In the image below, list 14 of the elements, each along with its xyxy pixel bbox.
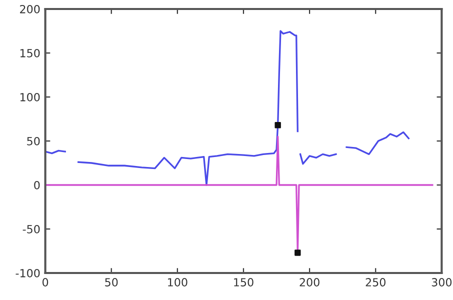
y-tick-label: 0 [34, 180, 40, 190]
x-tick-label: 100 [168, 278, 188, 286]
y-tick-label: 100 [20, 92, 40, 102]
x-tick-label: 200 [300, 278, 320, 286]
x-tick-label: 0 [42, 278, 48, 286]
x-tick-label: 50 [105, 278, 118, 286]
x-tick-label: 250 [366, 278, 386, 286]
y-tick-label: -100 [16, 268, 40, 278]
x-tick-label: 300 [432, 278, 452, 286]
y-tick-label: 150 [20, 48, 40, 58]
y-tick-label: -50 [22, 224, 40, 234]
y-tick-label: 50 [27, 136, 40, 146]
y-tick-label: 200 [20, 4, 40, 14]
x-tick-label: 150 [234, 278, 254, 286]
